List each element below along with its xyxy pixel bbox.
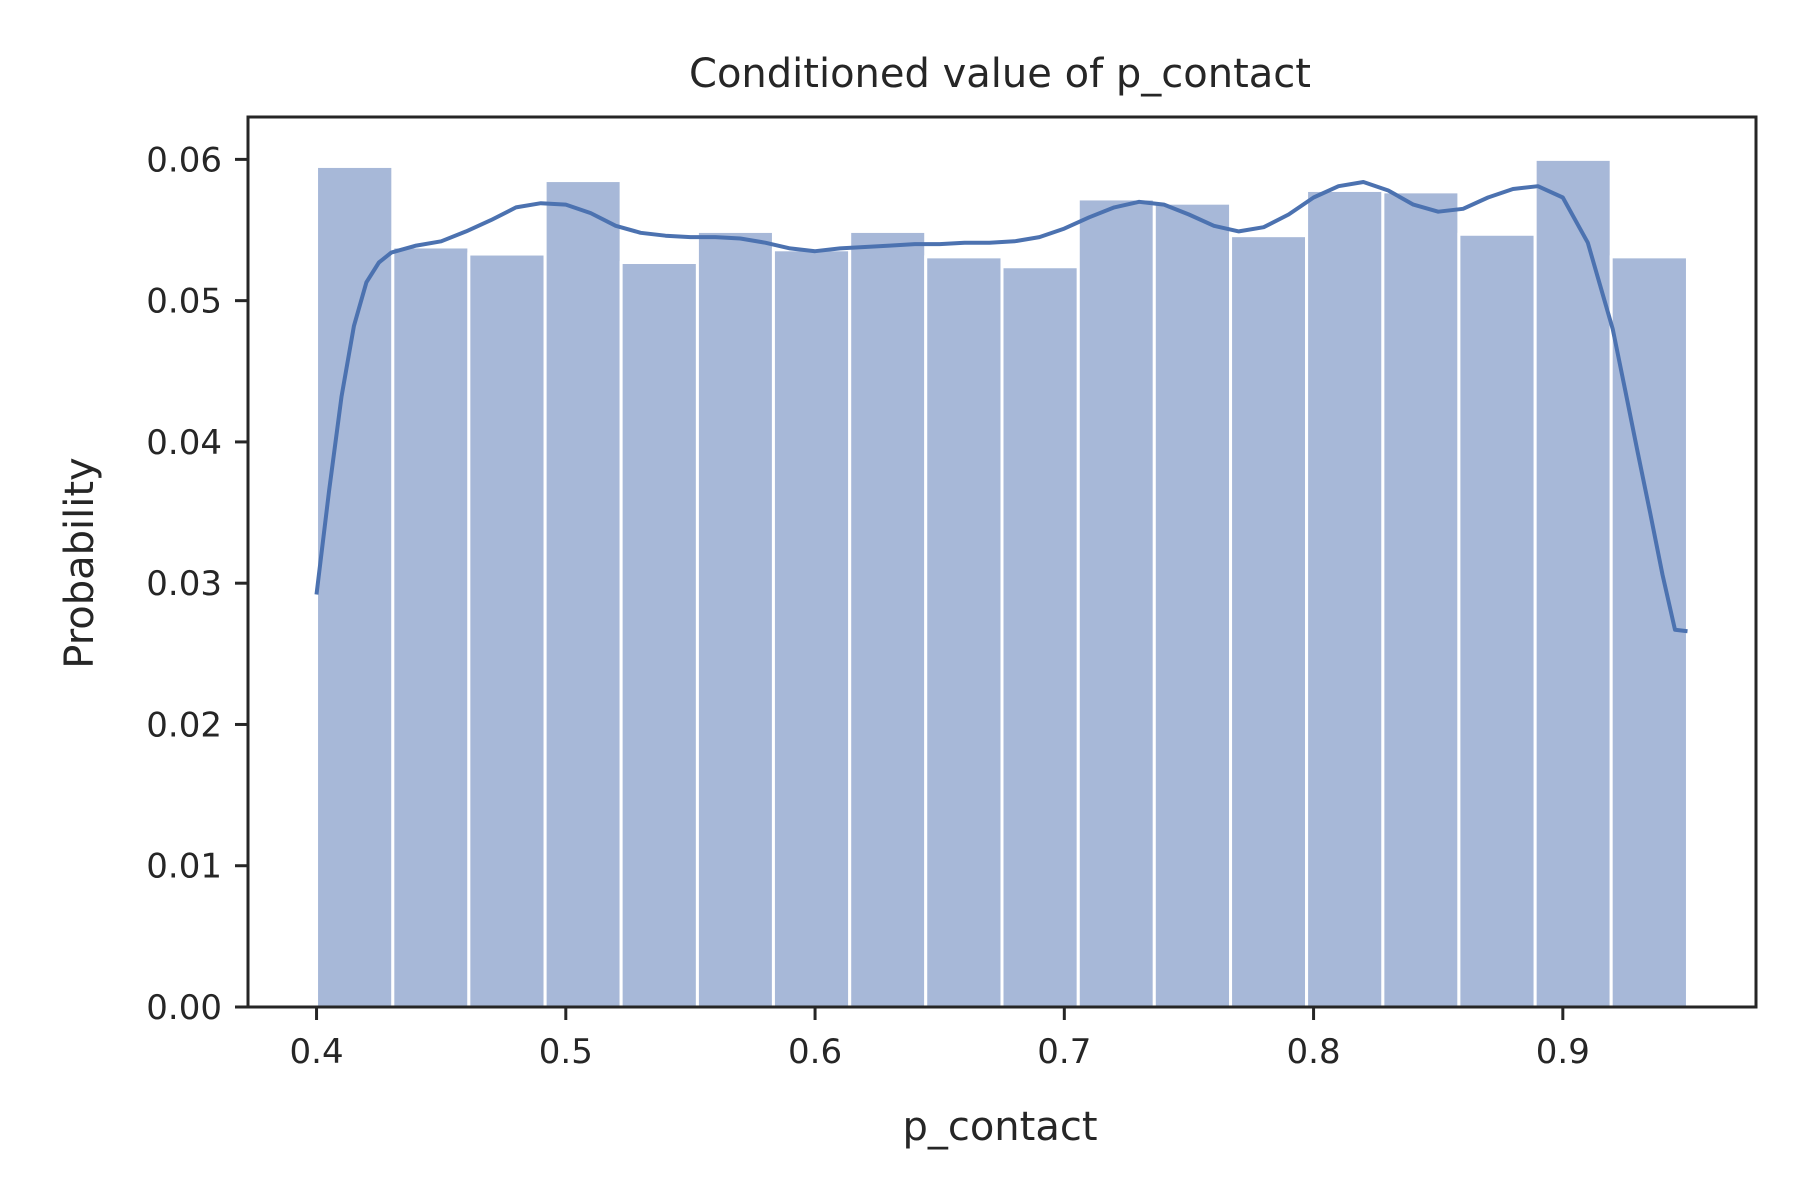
x-tick-label: 0.8 <box>1287 1032 1341 1072</box>
histogram-bar <box>848 229 928 1009</box>
x-tick-label: 0.9 <box>1536 1032 1590 1072</box>
histogram-bar <box>315 164 395 1009</box>
histogram-bar <box>1381 190 1461 1009</box>
histogram-bar <box>1152 201 1233 1009</box>
histogram-bar <box>924 255 1004 1009</box>
histogram-bar <box>543 179 623 1009</box>
kde-line <box>314 180 1688 634</box>
y-tick-label: 0.03 <box>146 564 222 604</box>
bars-layer <box>315 157 1689 1009</box>
x-axis-label: p_contact <box>902 1104 1097 1150</box>
x-tick-label: 0.7 <box>1037 1032 1091 1072</box>
y-tick-label: 0.00 <box>146 988 222 1028</box>
x-axis-ticks: 0.4 0.5 0.6 0.7 0.8 0.9 <box>290 1007 1590 1072</box>
y-tick-label: 0.05 <box>146 282 222 322</box>
histogram-bar <box>467 252 547 1009</box>
x-tick-label: 0.5 <box>539 1032 593 1072</box>
x-tick-label: 0.6 <box>788 1032 842 1072</box>
y-axis-label: Probability <box>57 457 103 668</box>
histogram-bar <box>1000 265 1080 1009</box>
histogram-bar <box>695 229 775 1009</box>
histogram-bar <box>1229 234 1309 1009</box>
histogram-bar <box>391 245 471 1009</box>
chart-title: Conditioned value of p_contact <box>689 51 1311 97</box>
plot-frame <box>246 115 1758 1009</box>
y-tick-label: 0.02 <box>146 705 222 745</box>
y-tick-label: 0.04 <box>146 423 222 463</box>
y-axis-ticks: 0.00 0.01 0.02 0.03 0.04 0.05 0.06 <box>146 140 248 1028</box>
histogram-bar <box>1533 157 1613 1009</box>
x-tick-label: 0.4 <box>290 1032 344 1072</box>
y-tick-label: 0.01 <box>146 847 222 887</box>
histogram-bar <box>1076 197 1156 1009</box>
histogram-bar <box>771 248 852 1009</box>
histogram-bar <box>1305 188 1385 1009</box>
histogram-bar <box>1457 232 1537 1009</box>
y-tick-label: 0.06 <box>146 140 222 180</box>
histogram-bar <box>619 261 699 1009</box>
